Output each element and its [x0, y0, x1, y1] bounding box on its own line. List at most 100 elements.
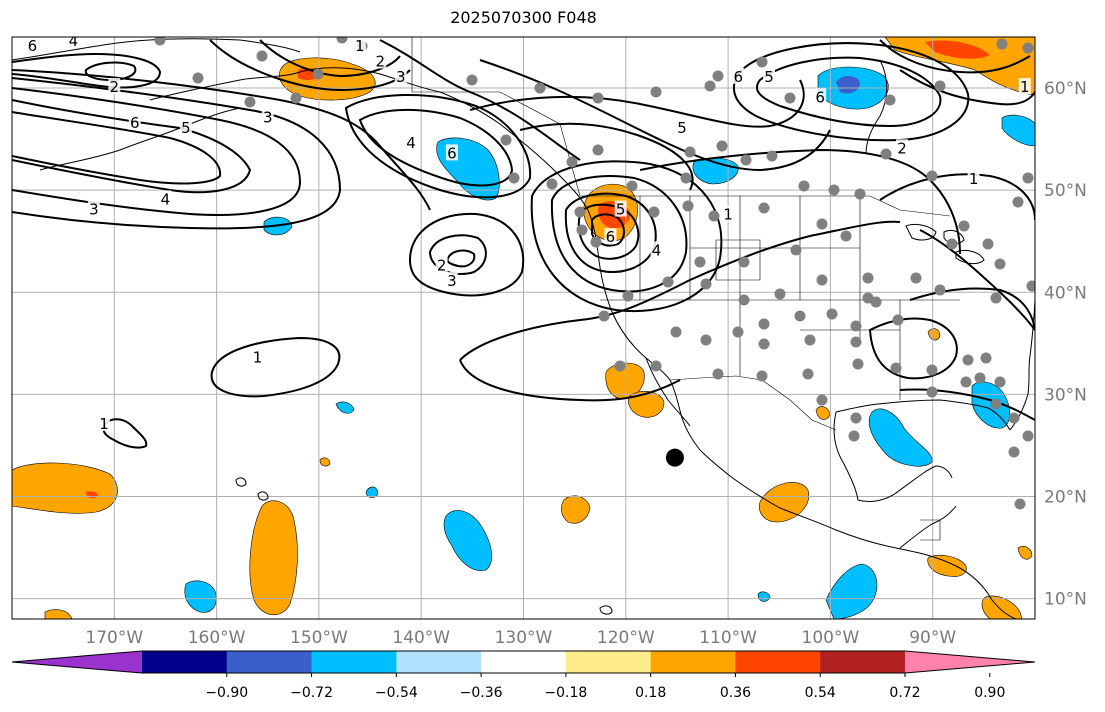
contour-label: 6: [130, 114, 140, 132]
contour-line: [577, 203, 640, 260]
longitude-label: 120°W: [597, 628, 655, 648]
contour-label-bg: [732, 67, 745, 84]
station-dot: [680, 172, 692, 184]
contour-line: [12, 77, 342, 230]
positive-anomaly-region: [628, 390, 665, 418]
station-dot: [1022, 172, 1034, 184]
station-dot: [862, 272, 874, 284]
station-dot: [892, 314, 904, 326]
longitude-label: 150°W: [290, 628, 348, 648]
gridlines: [12, 37, 1035, 619]
strong-positive-anomaly-region: [925, 40, 990, 59]
contour-label: 5: [764, 68, 774, 86]
negative-anomaly-region: [868, 408, 933, 467]
coastline: [943, 229, 965, 245]
colorbar-tick-label: 0.36: [720, 685, 751, 701]
border: [411, 37, 581, 197]
negative-anomaly-region: [184, 580, 217, 613]
contour-label: 4: [69, 32, 79, 50]
contour-line: [12, 99, 252, 194]
contour-label-bg: [650, 241, 663, 258]
positive-anomaly-region: [927, 554, 967, 577]
longitude-tick-labels: 170°W 160°W 150°W 140°W 130°W 120°W 110°W 100°W…: [85, 628, 956, 648]
contour-line: [879, 39, 1031, 74]
longitude-label: 170°W: [85, 628, 143, 648]
station-dot: [684, 146, 696, 158]
colorbar-tick-label: 0.90: [974, 685, 1005, 701]
station-dot: [574, 206, 586, 218]
contour-label-bg: [67, 37, 80, 49]
colorbar-segment: [396, 651, 482, 673]
island: [235, 477, 247, 487]
station-dot: [712, 368, 724, 380]
longitude-label: 140°W: [392, 628, 450, 648]
contour-line: [459, 359, 681, 402]
contour-label-bg: [108, 78, 121, 95]
latitude-label: 30°N: [1044, 385, 1087, 405]
station-dot: [708, 210, 720, 222]
border: [715, 239, 761, 281]
contour-label: 6: [606, 228, 616, 246]
coastline: [865, 59, 888, 155]
contour-line: [530, 160, 723, 313]
station-dot: [980, 352, 992, 364]
station-dot: [154, 37, 166, 46]
contour-label: 3: [447, 272, 457, 290]
contour-line: [12, 52, 162, 89]
station-dot: [862, 292, 874, 304]
latitude-tick-labels: 60°N 50°N 40°N 30°N 20°N 10°N: [1044, 79, 1087, 610]
coastline: [857, 465, 953, 503]
island: [599, 605, 613, 615]
contour-label-bg: [722, 205, 735, 222]
contour-label: 2: [897, 139, 907, 157]
coastline: [833, 411, 859, 501]
coastline: [835, 399, 1011, 431]
station-dot: [566, 156, 578, 168]
contour-label: 3: [396, 68, 406, 86]
station-dot: [622, 290, 634, 302]
station-dot: [934, 284, 946, 296]
station-dot: [848, 430, 860, 442]
contour-line: [459, 220, 901, 361]
station-dot: [926, 386, 938, 398]
station-dot: [784, 92, 796, 104]
contour-label-bg: [435, 256, 448, 273]
negative-anomaly-region: [757, 591, 771, 602]
contour-label: 5: [616, 201, 626, 219]
positive-anomaly-region: [1017, 546, 1033, 560]
colorbar-tick-label: 0.72: [889, 685, 920, 701]
contour-label-bg: [604, 228, 617, 245]
station-dot: [958, 220, 970, 232]
station-dot: [756, 370, 768, 382]
station-dot: [994, 376, 1006, 388]
station-dot: [990, 398, 1002, 410]
contour-label: 1: [969, 170, 979, 188]
station-dot: [826, 308, 838, 320]
coastline: [645, 357, 691, 427]
colorbar-extend-low: [12, 651, 142, 673]
station-dot: [854, 188, 866, 200]
colorbar-segment: [226, 651, 313, 673]
island: [257, 491, 269, 501]
station-dot: [682, 200, 694, 212]
contour-line: [919, 229, 1035, 331]
contour-line: [84, 61, 137, 82]
station-dot: [828, 184, 840, 196]
contour-label: 6: [28, 37, 38, 55]
contour-line: [732, 42, 970, 142]
contour-line: [879, 173, 1035, 221]
station-dot: [738, 294, 750, 306]
contour-label-bg: [128, 113, 141, 130]
station-dot: [738, 256, 750, 268]
contour-label-bg: [394, 67, 407, 84]
contour-line: [899, 388, 1035, 421]
colorbar-tick-label: −0.36: [460, 685, 503, 701]
station-dot: [910, 272, 922, 284]
station-dot: [816, 274, 828, 286]
contour-line: [358, 108, 514, 187]
latitude-label: 40°N: [1044, 283, 1087, 303]
station-dot: [926, 364, 938, 376]
contour-line: [909, 287, 1035, 331]
positive-anomaly-region: [12, 462, 118, 514]
contour-label: 4: [161, 190, 171, 208]
